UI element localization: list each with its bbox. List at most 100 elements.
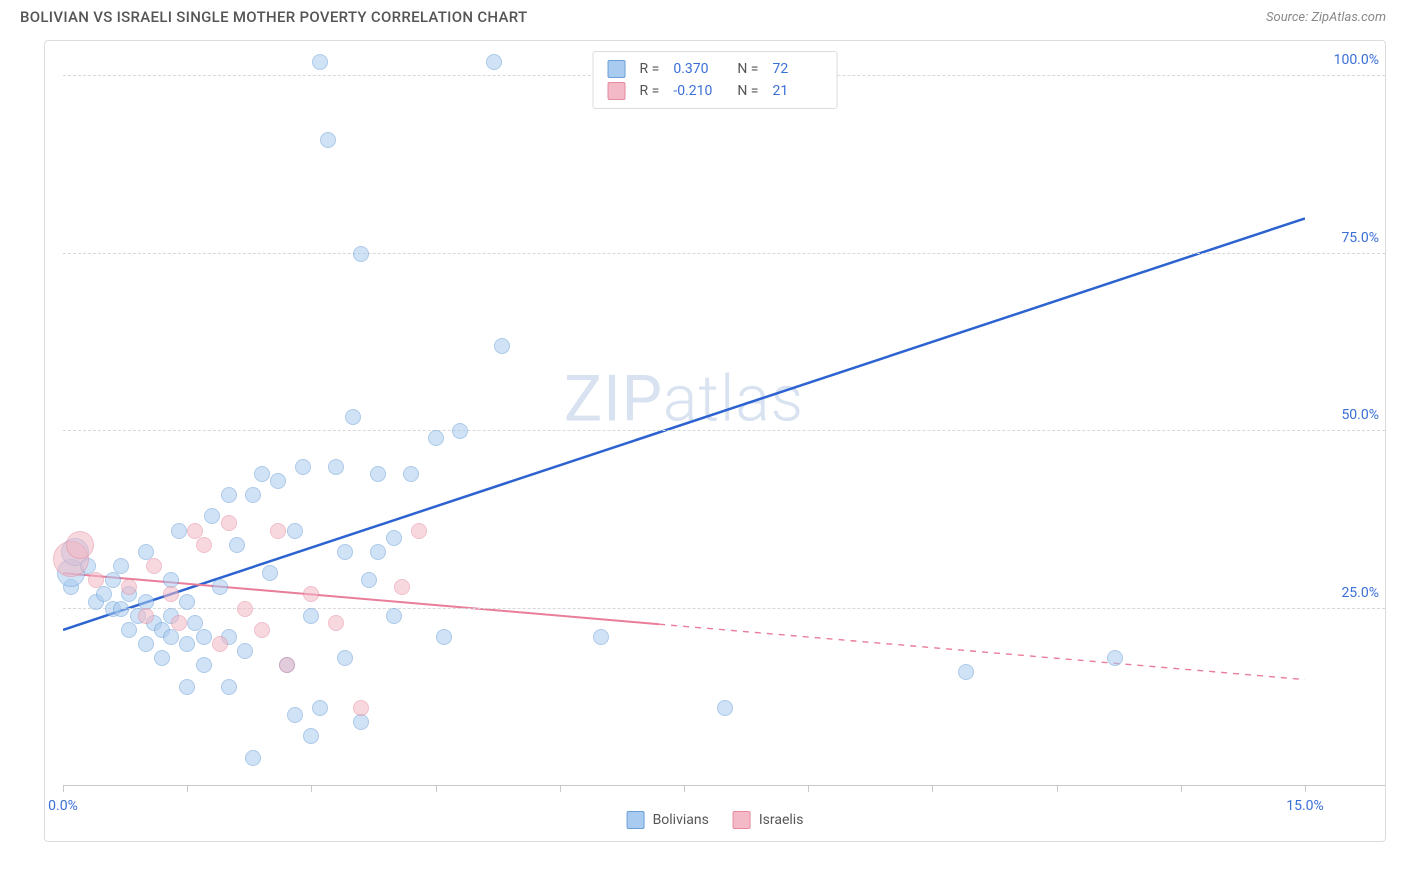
- source-prefix: Source:: [1266, 10, 1311, 25]
- data-point: [486, 54, 502, 70]
- x-tick: [436, 786, 437, 792]
- data-point: [386, 530, 402, 546]
- legend-item: Israelis: [733, 811, 804, 829]
- data-point: [171, 615, 187, 631]
- data-point: [279, 657, 295, 673]
- data-point: [229, 537, 245, 553]
- x-tick: [1305, 786, 1306, 792]
- data-point: [287, 523, 303, 539]
- data-point: [105, 572, 121, 588]
- data-point: [221, 679, 237, 695]
- data-point: [328, 615, 344, 631]
- data-point: [353, 246, 369, 262]
- data-point: [212, 579, 228, 595]
- x-tick: [560, 786, 561, 792]
- watermark: ZIPatlas: [564, 361, 804, 436]
- data-point: [452, 423, 468, 439]
- data-point: [221, 515, 237, 531]
- data-point: [237, 643, 253, 659]
- data-point: [163, 586, 179, 602]
- data-point: [958, 664, 974, 680]
- data-point: [154, 650, 170, 666]
- n-value: 72: [772, 61, 822, 77]
- data-point: [113, 601, 129, 617]
- data-point: [312, 54, 328, 70]
- data-point: [270, 523, 286, 539]
- source-attribution: Source: ZipAtlas.com: [1266, 10, 1386, 25]
- source-name: ZipAtlas.com: [1311, 10, 1386, 25]
- data-point: [353, 700, 369, 716]
- gridline: [63, 253, 1385, 254]
- r-value: -0.210: [673, 83, 723, 99]
- legend-item: Bolivians: [627, 811, 709, 829]
- legend-stat-row: R =0.370N =72: [608, 58, 823, 80]
- n-value: 21: [772, 83, 822, 99]
- data-point: [320, 132, 336, 148]
- legend-swatch: [627, 811, 645, 829]
- x-tick-label: 15.0%: [1286, 798, 1324, 814]
- data-point: [254, 622, 270, 638]
- data-point: [312, 700, 328, 716]
- x-tick: [187, 786, 188, 792]
- data-point: [179, 679, 195, 695]
- y-tick-label: 50.0%: [1341, 407, 1379, 423]
- data-point: [113, 558, 129, 574]
- data-point: [237, 601, 253, 617]
- data-point: [361, 572, 377, 588]
- data-point: [66, 531, 94, 559]
- data-point: [245, 750, 261, 766]
- chart-title: BOLIVIAN VS ISRAELI SINGLE MOTHER POVERT…: [20, 8, 527, 26]
- chart-frame: ZIPatlas 25.0%50.0%75.0%100.0%0.0%15.0% …: [44, 40, 1386, 842]
- data-point: [436, 629, 452, 645]
- data-point: [245, 487, 261, 503]
- data-point: [163, 629, 179, 645]
- n-label: N =: [737, 83, 758, 99]
- data-point: [593, 629, 609, 645]
- data-point: [428, 430, 444, 446]
- x-tick: [311, 786, 312, 792]
- data-point: [394, 579, 410, 595]
- watermark-zip: ZIP: [564, 361, 663, 436]
- data-point: [370, 544, 386, 560]
- data-point: [270, 473, 286, 489]
- legend-stats: R =0.370N =72R =-0.210N =21: [593, 51, 838, 109]
- data-point: [345, 409, 361, 425]
- legend-swatch: [733, 811, 751, 829]
- data-point: [121, 622, 137, 638]
- r-value: 0.370: [673, 61, 723, 77]
- data-point: [295, 459, 311, 475]
- data-point: [717, 700, 733, 716]
- data-point: [196, 537, 212, 553]
- gridline: [63, 430, 1385, 431]
- data-point: [138, 608, 154, 624]
- data-point: [146, 558, 162, 574]
- data-point: [1107, 650, 1123, 666]
- data-point: [121, 579, 137, 595]
- x-tick: [63, 786, 64, 792]
- x-tick-label: 0.0%: [48, 798, 78, 814]
- r-label: R =: [640, 83, 660, 99]
- data-point: [403, 466, 419, 482]
- legend-swatch: [608, 60, 626, 78]
- r-label: R =: [640, 61, 660, 77]
- data-point: [328, 459, 344, 475]
- y-tick-label: 75.0%: [1341, 230, 1379, 246]
- legend-label: Bolivians: [653, 812, 709, 828]
- gridline: [63, 608, 1385, 609]
- data-point: [221, 487, 237, 503]
- data-point: [303, 586, 319, 602]
- x-tick: [932, 786, 933, 792]
- x-tick: [1181, 786, 1182, 792]
- x-tick: [684, 786, 685, 792]
- data-point: [353, 714, 369, 730]
- legend-series: Bolivians Israelis: [627, 811, 804, 829]
- data-point: [337, 544, 353, 560]
- data-point: [386, 608, 402, 624]
- y-tick-label: 25.0%: [1341, 585, 1379, 601]
- data-point: [138, 636, 154, 652]
- data-point: [196, 629, 212, 645]
- data-point: [179, 594, 195, 610]
- chart-container: BOLIVIAN VS ISRAELI SINGLE MOTHER POVERT…: [0, 0, 1406, 892]
- data-point: [262, 565, 278, 581]
- legend-swatch: [608, 82, 626, 100]
